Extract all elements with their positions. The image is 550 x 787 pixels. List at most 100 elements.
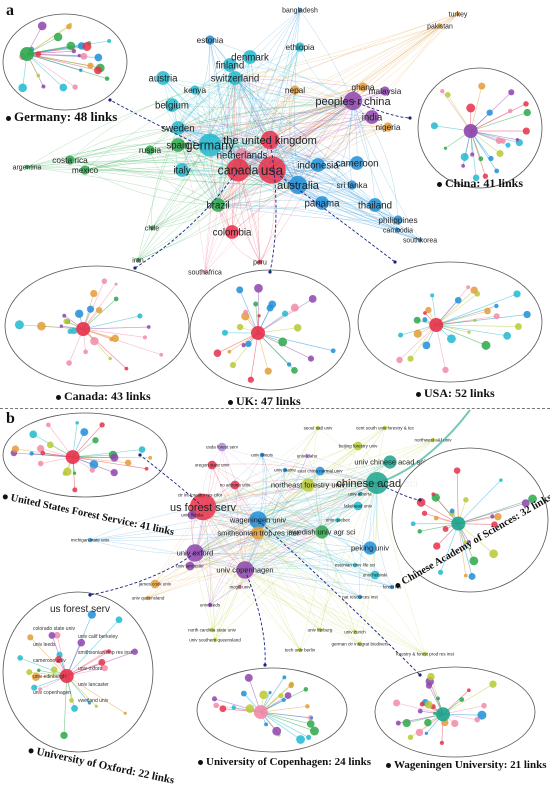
inset-node [259, 691, 268, 700]
arrow-head [108, 98, 111, 101]
inset-node [416, 729, 423, 736]
inset-node [82, 42, 91, 51]
inset-node [115, 283, 118, 286]
inset-node [62, 314, 66, 318]
inset-node [67, 329, 72, 334]
inset-node [51, 666, 58, 673]
country-link [138, 170, 238, 260]
inset-node [212, 696, 217, 701]
caption-wageningen: Wageningen University: 21 links [386, 759, 547, 771]
arrow-head [133, 266, 136, 269]
inset-node [464, 574, 468, 578]
inset-node [98, 659, 105, 666]
inset-node [515, 323, 522, 330]
inset-node [264, 722, 268, 726]
inset-node [444, 147, 447, 150]
inset-node [72, 49, 76, 53]
arrow-head [88, 593, 91, 596]
inset-node [414, 317, 421, 324]
inset-node [38, 461, 44, 467]
inset-node [60, 325, 63, 328]
inset-node [494, 313, 500, 319]
inset-node [80, 53, 87, 60]
inset-node [501, 139, 506, 144]
country-label-thailand: thailand [358, 200, 392, 211]
inset-node [425, 701, 433, 709]
inset-node [37, 322, 46, 331]
institution-label-us-forest-serv: us forest serv [170, 502, 237, 514]
inset-node [18, 84, 27, 93]
inset-node [109, 337, 113, 341]
country-label-australia: australia [277, 180, 320, 192]
institution-label-beijing-forestry-univ: beijing forestry univ [339, 444, 379, 449]
panel-letter-a: a [6, 2, 14, 20]
inset-node [73, 472, 76, 475]
inset-node [443, 526, 449, 532]
institution-label-james-cook-univ: james cook univ [138, 582, 172, 587]
arrow-head [393, 260, 396, 263]
country-label-italy: italy [173, 165, 190, 176]
institution-label-univ-alberta: univ alberta [348, 492, 372, 497]
inset-label-univ-lancaster: univ lancaster [78, 682, 109, 688]
inset-node [431, 492, 435, 496]
inset-node [450, 509, 455, 514]
institution-label-northwest-a-f-univ: northwest a&f univ [414, 438, 452, 443]
inset-node [440, 89, 444, 93]
country-label-southafrica: southafrica [188, 269, 222, 276]
inset-node [427, 673, 434, 680]
inset-node [72, 487, 77, 492]
institution-label-univ-leeds: univ leeds [200, 603, 221, 608]
inset-node [72, 84, 77, 89]
inset-node [466, 104, 475, 113]
country-label-panama: panama [304, 198, 340, 209]
inset-label-cameroon-univ: cameroon univ [33, 658, 66, 664]
inset-node [433, 712, 436, 715]
inset-node [241, 691, 247, 697]
inset-label-univ-leeds: univ leeds [33, 642, 56, 648]
country-label-finland: finland [216, 60, 245, 71]
inset-node [278, 338, 287, 347]
inset-node [95, 705, 98, 708]
inset-uk [190, 270, 350, 390]
inset-frame [197, 668, 347, 752]
inset-node [469, 573, 476, 580]
inset-node [267, 304, 274, 311]
inset-node [403, 719, 411, 727]
inset-node [125, 460, 131, 466]
inset-node [132, 649, 138, 655]
inset-label-colorado-state-univ: colorado state univ [33, 626, 75, 632]
arrow-head [408, 116, 411, 119]
inset-node [438, 570, 443, 575]
inset-node [445, 92, 451, 98]
inset-node [282, 311, 288, 317]
inset-node [461, 164, 465, 168]
inset-node [467, 688, 471, 692]
arrow-head [263, 663, 266, 666]
institution-label-forestry-forest-prod-res-inst: forestry & forest prod res inst [396, 652, 455, 657]
inset-node [425, 732, 428, 735]
institution-label-univ-queensland: univ queensland [132, 596, 165, 601]
inset-node [75, 421, 78, 424]
inset-germany [3, 14, 127, 110]
inset-canada [5, 266, 189, 386]
inset-copenhagen [197, 668, 347, 752]
inset-node [92, 437, 98, 443]
inset-node [83, 350, 88, 355]
inset-china [418, 68, 542, 188]
inset-node [248, 377, 254, 383]
inset-node [288, 683, 293, 688]
inset-node [422, 511, 427, 516]
inset-usa [358, 262, 542, 382]
inset-node [29, 451, 33, 455]
inset-node [473, 319, 476, 322]
inset-label-us-forest-serv: us forest serv [50, 604, 110, 615]
arrow-head [418, 673, 421, 676]
institution-label-univ-illinois: univ illinois [251, 453, 274, 458]
country-label-pakistan: pakistan [427, 23, 453, 30]
inset-node [420, 702, 425, 707]
institution-label-german-ctr-integrat-biodivers: german ctr integrat biodivers [331, 642, 389, 647]
inset-node [66, 360, 72, 366]
inset-hub-node [429, 318, 443, 332]
